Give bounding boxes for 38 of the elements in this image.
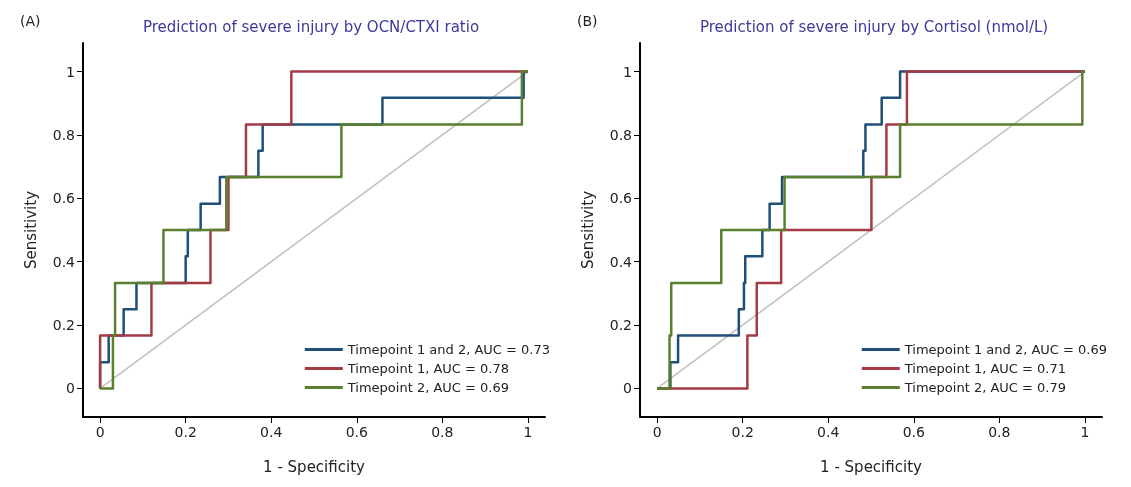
x-tick-label: 0.4 [260,424,283,440]
y-axis-title: Sensitivity [21,190,40,270]
y-axis-title: Sensitivity [578,190,597,270]
text: (B) [577,13,598,29]
chart-title: Prediction of severe injury by Cortisol (nmol/L) [700,17,1049,36]
x-tick-label: 0.2 [174,424,197,440]
y-tick-label: 0.6 [609,190,633,207]
y-tick-label: 0.2 [609,317,632,334]
x-tick-label: 0 [652,424,662,440]
x-tick-label: 0.8 [988,424,1011,440]
y-tick-label: 0.8 [52,126,75,143]
x-tick-label: 0.4 [817,424,840,440]
x-tick-label: 1 [1080,424,1090,440]
y-tick-label: 0 [66,380,75,397]
y-tick-label: 1 [66,63,75,80]
x-tick-label: 0 [95,424,105,440]
x-tick-label: 1 [523,424,533,440]
y-tick-label: 0.6 [52,190,76,207]
legend-label: Timepoint 1 and 2, AUC = 0.69 [903,342,1107,357]
legend-label: Timepoint 2, AUC = 0.69 [346,380,510,395]
y-tick-label: 0.4 [609,253,633,270]
y-tick-label: 1 [623,63,632,80]
x-axis-title: 1 - Specificity [263,457,366,476]
legend-label: Timepoint 1 and 2, AUC = 0.73 [346,342,550,357]
legend-label: Timepoint 2, AUC = 0.79 [903,380,1067,395]
text: (A) [20,13,41,29]
x-tick-label: 0.6 [345,424,368,440]
x-tick-label: 0.6 [902,424,925,440]
x-axis-title: 1 - Specificity [820,457,923,476]
chart-title: Prediction of severe injury by OCN/CTXI ratio [143,17,480,36]
y-tick-label: 0.4 [52,253,76,270]
x-tick-label: 0.8 [431,424,454,440]
y-tick-label: 0.2 [52,317,75,334]
y-tick-label: 0 [623,380,632,397]
legend-label: Timepoint 1, AUC = 0.71 [903,361,1067,376]
x-tick-label: 0.2 [731,424,754,440]
y-tick-label: 0.8 [609,126,632,143]
legend-label: Timepoint 1, AUC = 0.78 [346,361,510,376]
